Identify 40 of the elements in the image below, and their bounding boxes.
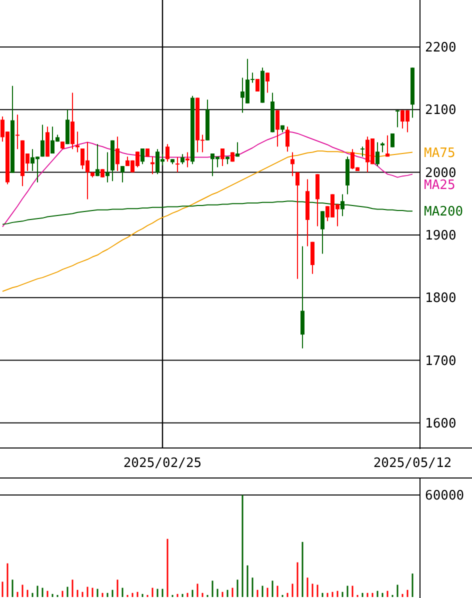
x-tick-label: 2025/05/12 <box>373 456 452 471</box>
candlestick <box>166 144 170 162</box>
candlestick <box>16 114 20 150</box>
candlestick <box>236 142 240 158</box>
y-tick-label: 1900 <box>425 228 456 244</box>
candlestick <box>120 166 124 183</box>
series-label: MA200 <box>424 204 464 220</box>
y-tick-label: 1700 <box>425 354 456 369</box>
y-tick-label: 1800 <box>425 291 456 306</box>
candlestick <box>266 72 270 94</box>
candlestick <box>116 136 120 172</box>
text: 60000 <box>425 488 464 504</box>
candlestick <box>376 142 380 167</box>
line-series <box>2 131 413 228</box>
candlestick <box>40 124 44 158</box>
y-tick-label: 2200 <box>425 40 456 56</box>
candlestick <box>380 142 384 153</box>
candlestick <box>310 241 314 274</box>
x-tick-label: 2025/02/25 <box>123 456 202 471</box>
y-tick-label: 1600 <box>425 416 456 432</box>
candlestick <box>296 172 300 280</box>
series-label: MA75 <box>424 146 456 161</box>
candlestick <box>290 152 294 177</box>
candlestick <box>320 210 324 254</box>
candlestick <box>186 152 190 168</box>
candlestick <box>96 144 100 177</box>
candlestick <box>176 156 180 173</box>
candlestick <box>140 148 144 165</box>
candlestick <box>276 110 280 148</box>
candlestick <box>300 246 304 349</box>
candlestick <box>286 126 290 152</box>
candlestick <box>386 134 390 158</box>
series-label: MA25 <box>424 178 456 193</box>
candlestick <box>360 146 364 158</box>
candlestick <box>220 148 224 167</box>
line-series <box>2 200 413 225</box>
candlestick <box>70 92 74 150</box>
y-tick-label: 2100 <box>425 103 456 118</box>
candlestick <box>180 154 184 165</box>
candlestick <box>106 152 110 183</box>
